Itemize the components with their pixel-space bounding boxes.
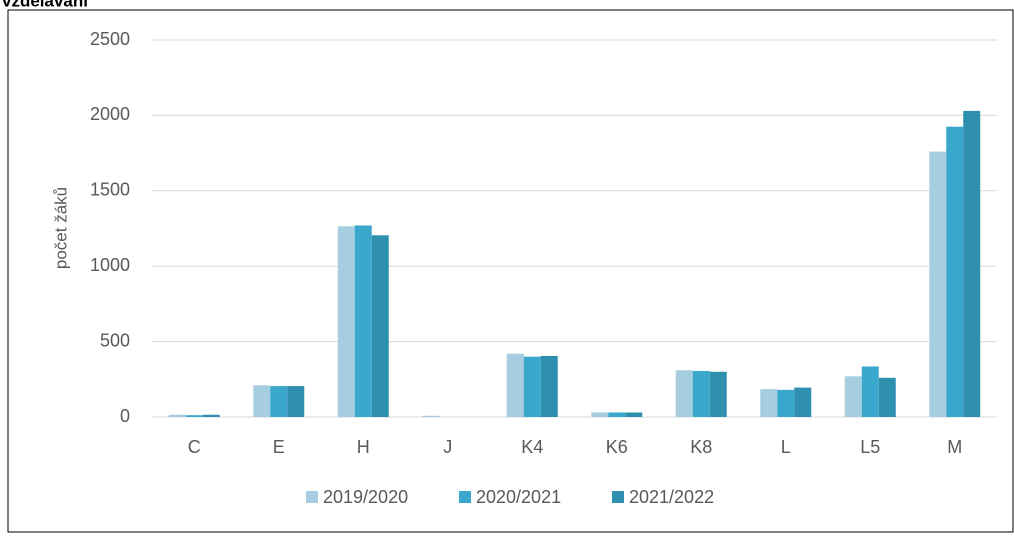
- y-tick-label: 1000: [90, 255, 130, 275]
- x-tick-label: M: [947, 437, 962, 457]
- y-tick-label: 0: [120, 406, 130, 426]
- x-tick-label: K4: [521, 437, 543, 457]
- bar: [591, 412, 609, 417]
- x-tick-label: K8: [690, 437, 712, 457]
- bar: [929, 151, 947, 418]
- bar: [777, 389, 795, 417]
- legend-swatch: [612, 491, 624, 503]
- chart-frame: [7, 9, 1014, 533]
- legend-label: 2019/2020: [323, 487, 408, 507]
- x-tick-label: L: [781, 437, 791, 457]
- x-tick-label: C: [188, 437, 201, 457]
- x-tick-label: H: [357, 437, 370, 457]
- bar: [861, 366, 879, 417]
- bar: [709, 371, 727, 417]
- bar: [337, 226, 355, 417]
- bar: [844, 376, 862, 417]
- bar: [946, 126, 964, 418]
- bar: [202, 414, 220, 417]
- bar: [794, 387, 812, 417]
- bar: [540, 355, 558, 417]
- bar: [270, 386, 288, 417]
- bar: [523, 356, 541, 417]
- legend-label: 2021/2022: [629, 487, 714, 507]
- legend-swatch: [459, 491, 471, 503]
- bar: [608, 412, 626, 417]
- bar: [675, 370, 693, 417]
- y-tick-label: 500: [100, 330, 130, 350]
- y-tick-label: 2500: [90, 29, 130, 49]
- bar: [185, 415, 203, 417]
- bar: [287, 386, 305, 417]
- bar: [422, 415, 440, 417]
- bar: [625, 412, 643, 417]
- bar: [760, 389, 778, 417]
- x-tick-label: J: [443, 437, 452, 457]
- bar: [371, 235, 389, 417]
- bar: [963, 110, 981, 417]
- y-tick-label: 2000: [90, 104, 130, 124]
- y-axis-label: počet žáků: [51, 187, 70, 269]
- bar: [253, 385, 271, 417]
- bar: [878, 377, 896, 417]
- x-tick-label: L5: [860, 437, 880, 457]
- x-tick-label: K6: [606, 437, 628, 457]
- bar: [354, 225, 372, 417]
- x-tick-label: E: [273, 437, 285, 457]
- bar: [168, 414, 186, 417]
- legend-swatch: [306, 491, 318, 503]
- bar: [692, 371, 710, 417]
- y-tick-label: 1500: [90, 180, 130, 200]
- bar: [506, 353, 524, 417]
- chart-title: vzdělávání: [2, 0, 89, 10]
- legend-label: 2020/2021: [476, 487, 561, 507]
